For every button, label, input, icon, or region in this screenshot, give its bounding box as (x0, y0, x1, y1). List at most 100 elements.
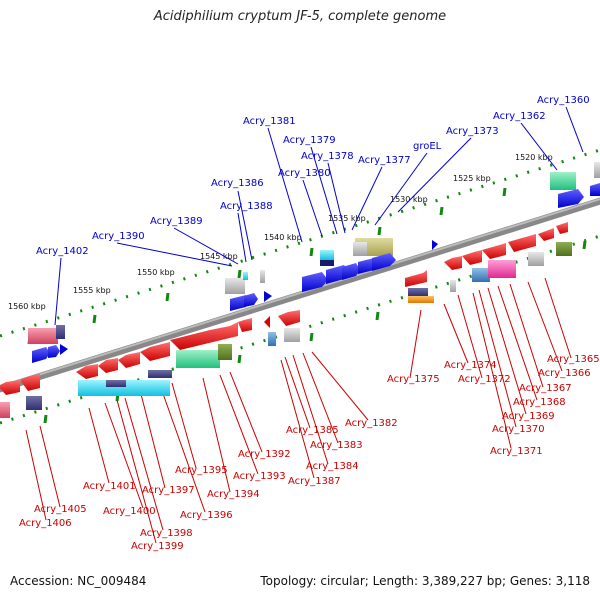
forward-gene-arrow (48, 345, 60, 358)
feature-box (408, 288, 428, 296)
gene-label: Acry_1402 (36, 246, 89, 257)
reverse-gene-arrow (140, 342, 170, 361)
gene-label: Acry_1381 (243, 116, 296, 127)
feature-box (408, 296, 434, 303)
forward-gene-arrow (264, 291, 272, 302)
gene-label: Acry_1388 (220, 201, 273, 212)
reverse-gene-labels: Acry_1365 Acry_1366 Acry_1367 Acry_1368 … (19, 354, 600, 552)
feature-box (320, 250, 334, 260)
gene-label: Acry_1399 (131, 541, 184, 552)
gene-label: Acry_1394 (207, 489, 260, 500)
forward-gene-arrow (342, 263, 360, 280)
reverse-gene-arrow (278, 310, 300, 326)
gene-label: Acry_1380 (278, 168, 331, 179)
forward-leader-lines (54, 106, 584, 326)
scale-label: 1560 kbp (8, 302, 46, 311)
forward-gene-arrow (558, 189, 584, 208)
forward-gene-arrow (32, 347, 50, 363)
feature-box (594, 162, 600, 178)
feature-box (488, 260, 516, 278)
reverse-gene-arrow (118, 352, 140, 368)
genome-backbone-highlight (0, 198, 600, 388)
reverse-gene-arrow (98, 358, 118, 373)
gene-label: Acry_1386 (211, 178, 264, 189)
forward-gene-arrow (60, 344, 68, 355)
gene-label: Acry_1395 (175, 465, 228, 476)
feature-box (148, 370, 172, 378)
gene-label: Acry_1367 (519, 383, 572, 394)
scale-label: 1550 kbp (137, 268, 175, 277)
forward-gene-arrow (302, 272, 328, 292)
reverse-gene-arrow (508, 234, 536, 252)
scale-label: 1530 kbp (390, 195, 428, 204)
genome-backbone (0, 197, 600, 393)
gene-label: Acry_1375 (387, 374, 440, 385)
feature-box (78, 380, 170, 396)
genome-summary: Topology: circular; Length: 3,389,227 bp… (260, 574, 590, 588)
reverse-gene-arrow (444, 256, 462, 270)
gene-label: Acry_1369 (502, 411, 555, 422)
reverse-features (0, 222, 572, 418)
gene-label: Acry_1366 (538, 368, 591, 379)
feature-box (176, 350, 220, 368)
scale-label: 1545 kbp (200, 252, 238, 261)
scale-label: 1540 kbp (264, 233, 302, 242)
gene-label: Acry_1374 (444, 360, 497, 371)
feature-box (320, 260, 334, 266)
gene-label: Acry_1401 (83, 481, 136, 492)
feature-box (106, 380, 126, 387)
feature-box (260, 270, 265, 283)
feature-box (353, 242, 367, 256)
feature-box (26, 396, 42, 410)
reverse-gene-arrow (556, 222, 568, 234)
gene-label: Acry_1393 (233, 471, 286, 482)
gene-label: Acry_1373 (446, 126, 499, 137)
gene-label: Acry_1385 (286, 425, 339, 436)
gene-label: Acry_1360 (537, 95, 590, 106)
reverse-leader-lines (25, 277, 572, 544)
feature-box (472, 268, 490, 282)
reverse-gene-arrow (462, 250, 482, 265)
feature-box (450, 280, 456, 292)
gene-label: groEL (413, 141, 442, 152)
reverse-gene-arrow (0, 380, 20, 395)
feature-box (268, 332, 276, 346)
gene-label: Acry_1384 (306, 461, 359, 472)
gene-label: Acry_1390 (92, 231, 145, 242)
feature-box (284, 328, 300, 342)
feature-box (225, 278, 245, 294)
gene-label: Acry_1383 (310, 440, 363, 451)
gene-label: Acry_1379 (283, 135, 336, 146)
gene-label: Acry_1372 (458, 374, 511, 385)
reverse-gene-arrow (538, 228, 554, 241)
forward-gene-arrow (432, 240, 438, 250)
feature-box (528, 252, 544, 266)
scale-labels: 1520 kbp 1525 kbp 1530 kbp 1535 kbp 1540… (8, 153, 553, 311)
reverse-gene-arrow (20, 374, 40, 391)
gene-label: Acry_1368 (513, 397, 566, 408)
gene-label: Acry_1387 (288, 476, 341, 487)
forward-gene-arrow (372, 253, 396, 271)
feature-box (243, 272, 248, 280)
reverse-gene-arrow (170, 322, 238, 350)
reverse-gene-arrow (76, 364, 98, 379)
gene-label: Acry_1377 (358, 155, 411, 166)
gene-label: Acry_1397 (142, 485, 195, 496)
forward-gene-labels: Acry_1360 Acry_1362 Acry_1373 groEL Acry… (36, 95, 590, 257)
gene-label: Acry_1370 (492, 424, 545, 435)
gene-label: Acry_1378 (301, 151, 354, 162)
forward-gene-arrow (244, 293, 258, 307)
gene-label: Acry_1406 (19, 518, 72, 529)
gene-label: Acry_1398 (140, 528, 193, 539)
gene-label: Acry_1392 (238, 449, 291, 460)
gene-label: Acry_1362 (493, 111, 546, 122)
feature-box (556, 242, 572, 256)
reverse-gene-arrow (482, 243, 506, 259)
gene-label: Acry_1405 (34, 504, 87, 515)
accession-label: Accession: NC_009484 (10, 574, 147, 588)
gene-label: Acry_1389 (150, 216, 203, 227)
forward-features (28, 162, 600, 363)
gene-label: Acry_1400 (103, 506, 156, 517)
gene-label: Acry_1371 (490, 446, 543, 457)
